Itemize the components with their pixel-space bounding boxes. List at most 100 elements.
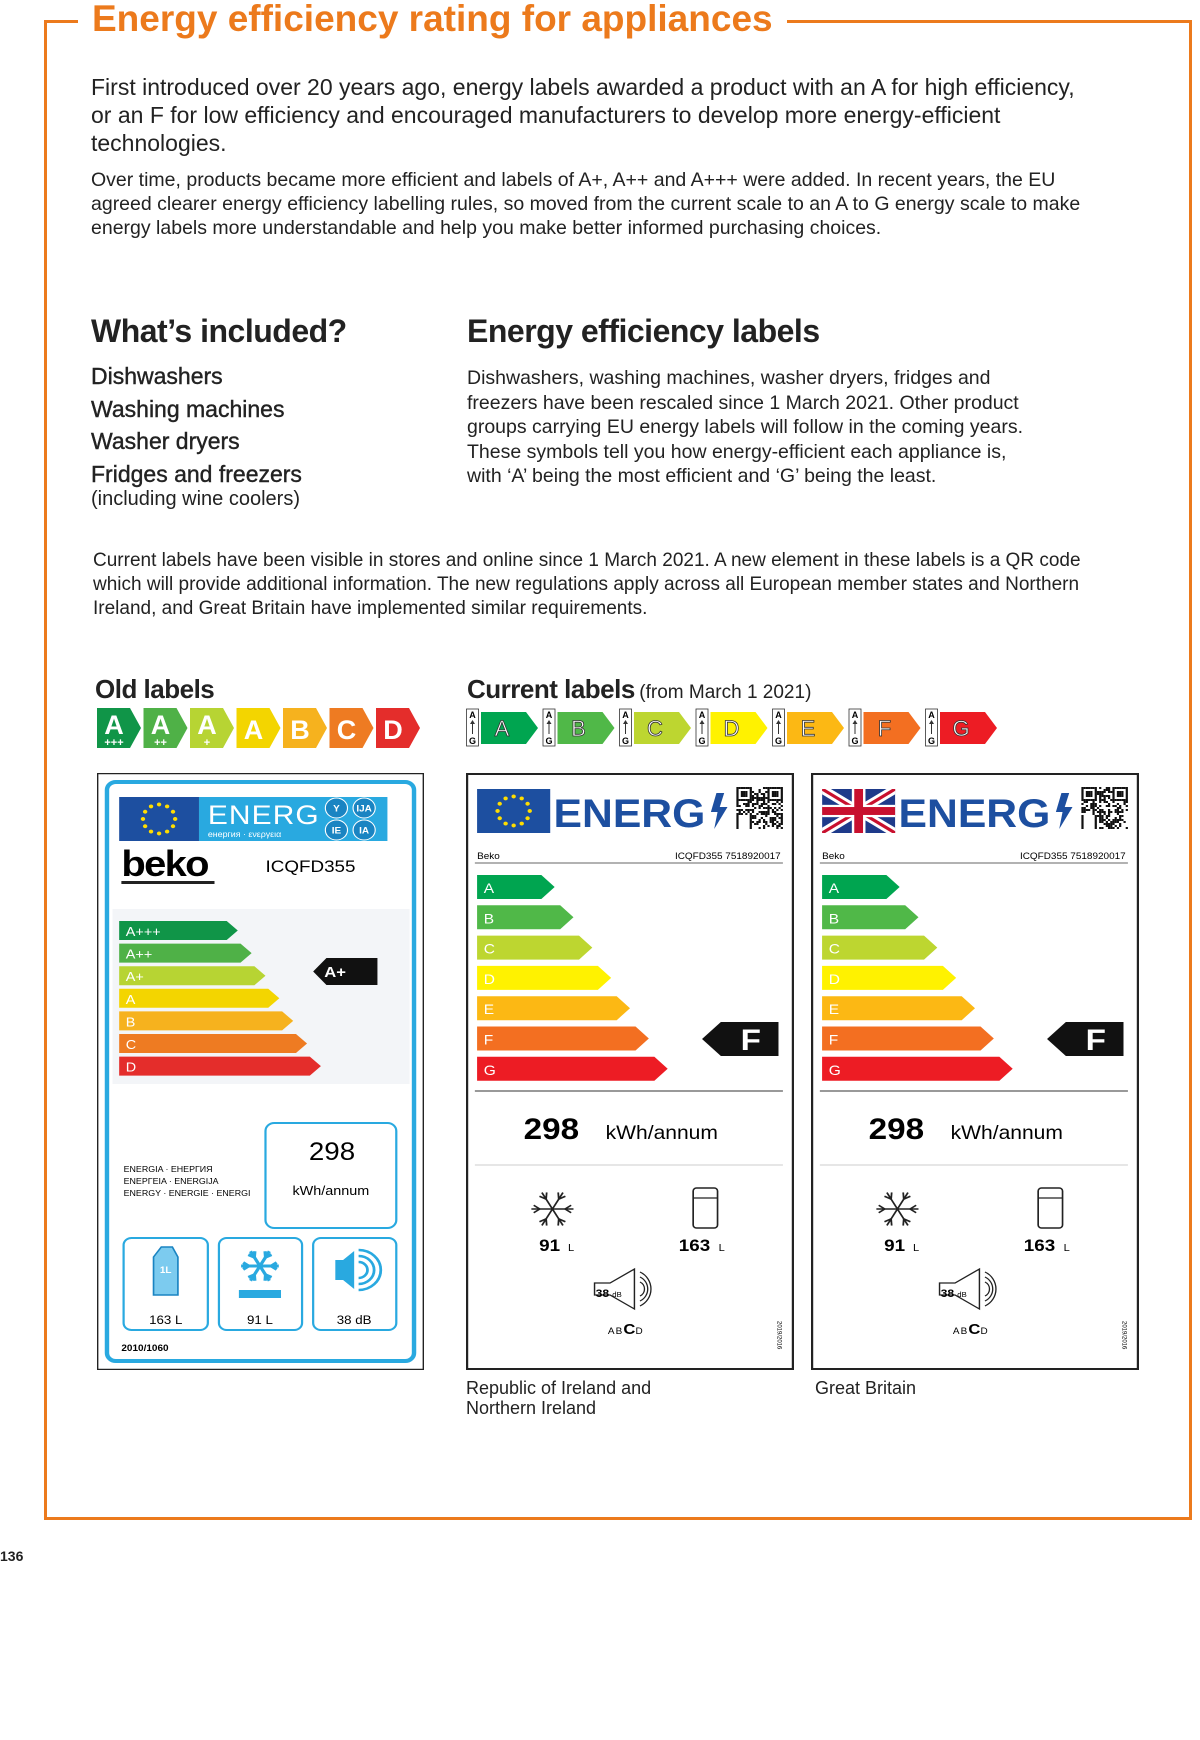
qr-cell	[751, 795, 755, 797]
qr-cell	[1101, 817, 1104, 819]
lightning	[710, 793, 728, 829]
qr-cell	[1119, 791, 1122, 793]
qr-cell	[745, 787, 748, 789]
scale-arrow-head	[470, 720, 475, 724]
qr-cell	[1099, 815, 1102, 817]
snow-arm	[551, 1192, 564, 1210]
qr-cell	[767, 813, 770, 815]
scale-letter: C	[337, 715, 357, 745]
consumption-box	[264, 1122, 398, 1229]
qr-cell	[1092, 799, 1095, 801]
snow-twig	[884, 1195, 892, 1200]
qr-cell	[1092, 787, 1095, 789]
qr-cell	[1119, 793, 1122, 795]
lightning	[1055, 793, 1073, 829]
qr-cell	[1107, 811, 1111, 813]
qr-cell	[1103, 811, 1106, 813]
snow-twig	[545, 1192, 548, 1200]
qr-cell	[1103, 795, 1106, 797]
qr-cell	[1090, 799, 1093, 801]
snow-twig	[557, 1192, 560, 1200]
qr-cell	[767, 801, 770, 803]
consumption: 298	[309, 1137, 355, 1165]
qr-cell	[1094, 825, 1097, 827]
qr-cell	[1099, 813, 1102, 815]
qr-cell	[1083, 807, 1086, 809]
qr-cell	[736, 819, 739, 821]
qr-cell	[774, 795, 777, 797]
scale-letter: A	[151, 710, 171, 740]
scale-letter: D	[383, 715, 403, 745]
qr-cell	[769, 821, 772, 823]
energy-languages: енергия · ενεργεια	[208, 829, 281, 838]
qr-cell	[1085, 795, 1089, 797]
snow-twig	[884, 1218, 892, 1223]
qr-cell	[767, 791, 770, 793]
snow-twig	[903, 1218, 911, 1223]
qr-cell	[1085, 791, 1089, 793]
fridge-icon	[692, 1187, 719, 1229]
noise-class: D	[981, 1326, 988, 1336]
qr-cell	[771, 795, 775, 797]
qr-cell	[1105, 789, 1108, 791]
scale-arrow-head	[546, 720, 552, 724]
snow-twig	[533, 1204, 541, 1210]
qr-cell	[780, 799, 783, 801]
qr-cell	[756, 821, 759, 823]
qr-cell	[771, 821, 775, 823]
qr-cell	[760, 805, 763, 807]
label-caption: Great Britain	[815, 1378, 917, 1398]
qr-cell	[1110, 799, 1113, 801]
scale-letter: E	[801, 716, 816, 741]
qr-cell	[1085, 793, 1089, 795]
scale-letter: C	[647, 716, 663, 741]
qr-cell	[1116, 791, 1120, 793]
qr-cell	[740, 799, 744, 801]
qr-cell	[1099, 827, 1102, 829]
class-bar	[119, 921, 238, 940]
qr-cell	[1116, 809, 1120, 811]
energy-names: ΕΝΕΡΓΕΙΑ · ENERGIJA	[124, 1176, 219, 1185]
qr-cell	[736, 827, 739, 829]
qr-cell	[1088, 809, 1091, 811]
class-label: D	[126, 1060, 137, 1074]
included-title: What’s included?	[91, 313, 347, 349]
qr-cell	[776, 793, 779, 795]
qr-cell	[1114, 811, 1117, 813]
qr-cell	[762, 807, 766, 809]
qr-cell	[776, 795, 779, 797]
volume-unit: L	[719, 1242, 725, 1253]
snow-arm	[886, 1208, 899, 1226]
qr-cell	[1125, 795, 1128, 797]
qr-cell	[1107, 815, 1111, 817]
speaker	[593, 1267, 636, 1311]
label-inner	[104, 780, 417, 1363]
qr-cell	[762, 811, 766, 813]
class-bar	[822, 1026, 994, 1051]
qr-cell	[1112, 797, 1115, 799]
noise-unit: dB	[612, 1290, 622, 1299]
qr-cell	[754, 797, 757, 799]
qr-cell	[749, 819, 752, 821]
scale-top: A	[546, 710, 553, 720]
class-bar	[822, 875, 900, 899]
qr-cell	[765, 815, 768, 817]
qr-cell	[780, 801, 783, 803]
qr-cell	[776, 799, 779, 801]
scale-bottom: G	[775, 736, 782, 746]
qr-cell	[765, 807, 768, 809]
qr-cell	[743, 811, 746, 813]
qr-cell	[751, 797, 755, 799]
qr-cell	[771, 811, 775, 813]
qr-cell	[743, 799, 746, 801]
qr-cell	[736, 817, 739, 819]
qr-cell	[738, 787, 741, 789]
class-bar	[822, 965, 957, 990]
qr-cell	[751, 817, 755, 819]
qr-cell	[736, 797, 739, 799]
qr-cell	[774, 823, 777, 825]
qr-cell	[778, 823, 781, 825]
page-title: Energy efficiency rating for appliances	[78, 0, 787, 40]
noise-class: D	[636, 1326, 643, 1336]
qr-cell	[747, 801, 750, 803]
